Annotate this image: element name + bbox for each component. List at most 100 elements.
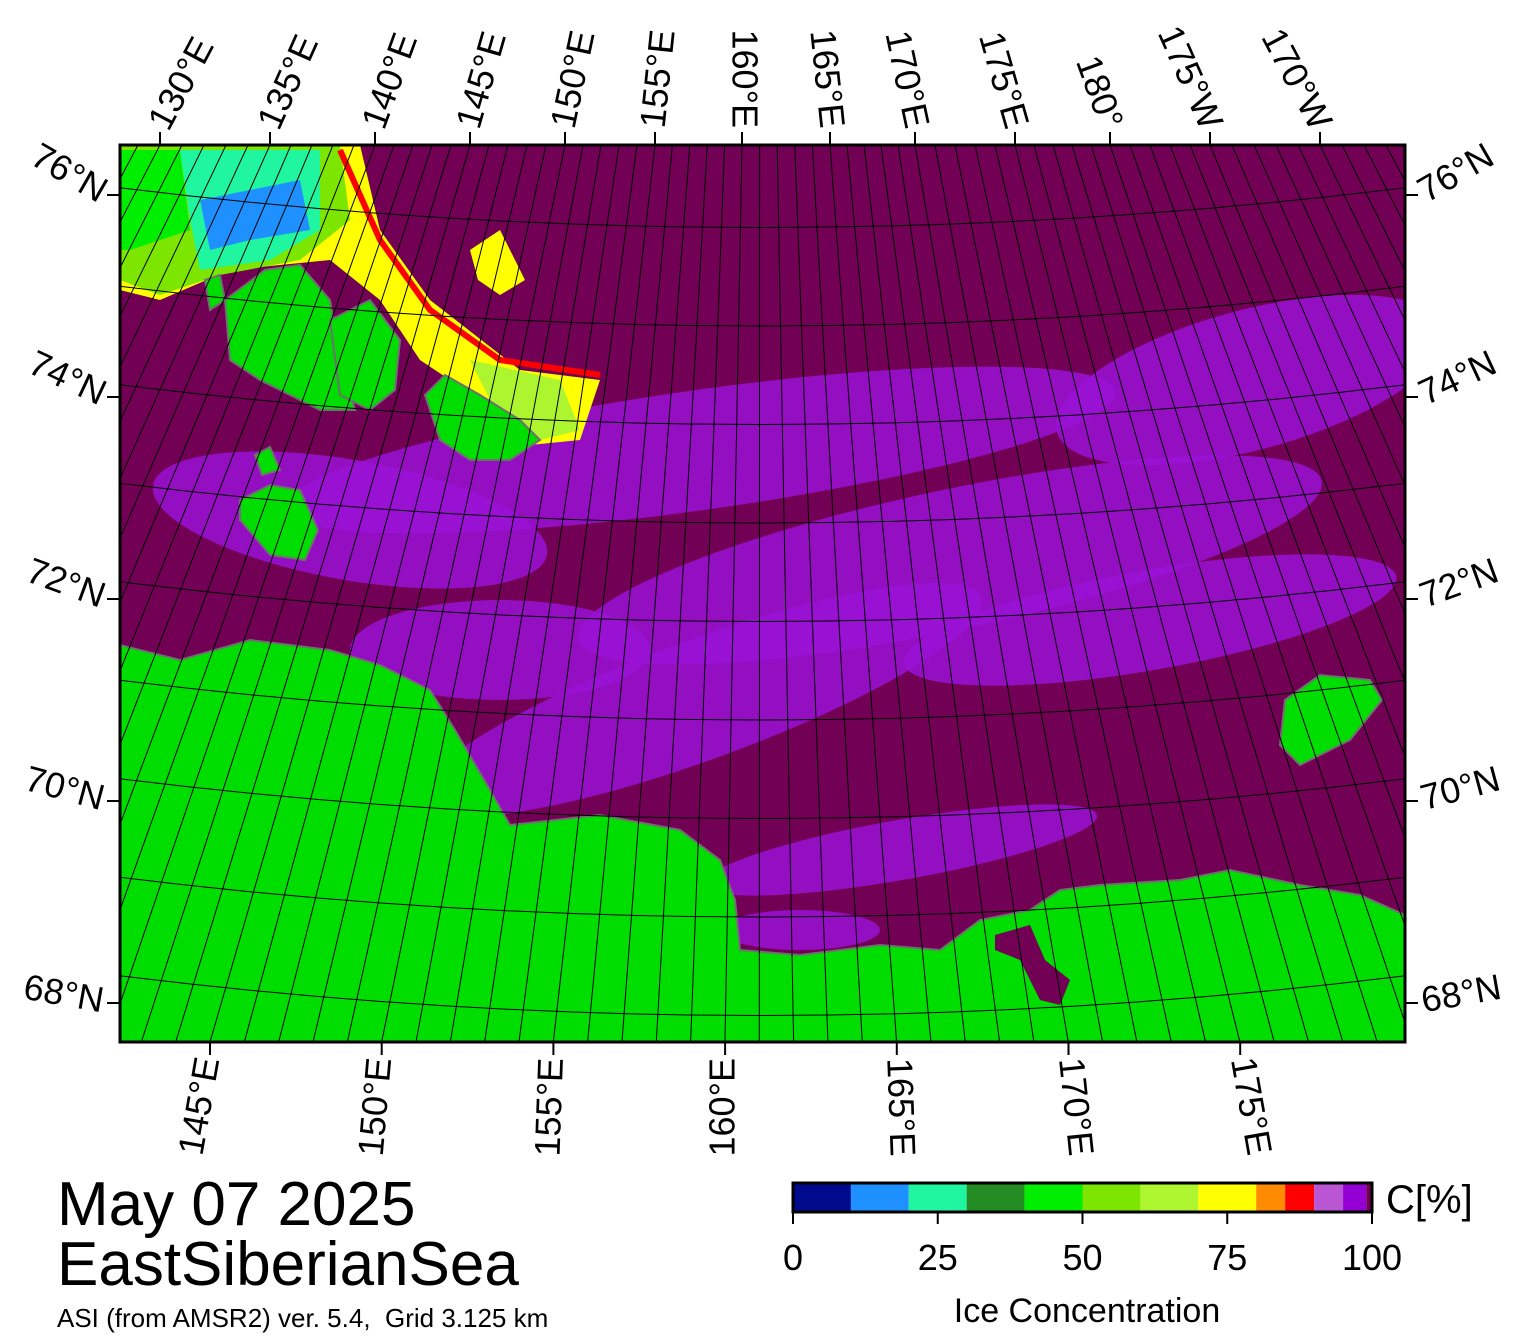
colorbar-label: Ice Concentration xyxy=(954,1292,1221,1330)
lon-label: 180° xyxy=(1068,50,1132,134)
parallel xyxy=(120,876,1405,918)
parallel xyxy=(120,384,1405,425)
lon-label: 170°E xyxy=(877,27,938,132)
lon-label: 150°E xyxy=(350,1056,399,1158)
parallel xyxy=(120,581,1405,622)
land xyxy=(423,373,542,461)
lon-label: 140°E xyxy=(353,27,425,134)
parallel xyxy=(120,778,1405,819)
meridian xyxy=(120,145,334,673)
meridian xyxy=(381,145,566,1042)
lon-label: 150°E xyxy=(542,27,603,132)
meridian xyxy=(120,145,313,604)
colorbar-tick-label: 25 xyxy=(918,1237,958,1278)
meridian xyxy=(120,145,395,912)
thin-ice xyxy=(1055,294,1405,466)
ice-edge xyxy=(337,148,601,378)
meridian xyxy=(994,145,1207,1042)
meridian xyxy=(1169,145,1405,759)
lat-label: 68°N xyxy=(21,966,107,1020)
lon-label: 160°E xyxy=(702,1058,743,1156)
colorbar-segment xyxy=(908,1183,967,1212)
colorbar-segment xyxy=(1082,1183,1141,1212)
meridian xyxy=(312,145,528,1042)
thin-ice xyxy=(903,554,1397,686)
meridian xyxy=(954,145,1138,1042)
land xyxy=(203,273,227,312)
meridian xyxy=(175,145,452,1042)
meridian xyxy=(880,145,1001,1042)
colorbar-segment xyxy=(1140,1183,1199,1212)
thin-ice xyxy=(350,600,650,700)
lon-label: 170°W xyxy=(1254,21,1341,136)
colorbar-segment xyxy=(850,1183,909,1212)
lon-label: 160°E xyxy=(724,30,765,128)
lat-label: 70°N xyxy=(1416,757,1504,817)
thin-ice xyxy=(152,451,548,589)
meridian xyxy=(655,145,708,1042)
meridian xyxy=(1052,145,1310,1042)
lat-label: 68°N xyxy=(1418,966,1504,1020)
meridian xyxy=(140,145,433,1042)
meridian xyxy=(278,145,509,1042)
lon-label: 175°E xyxy=(1223,1054,1280,1158)
lon-label: 155°E xyxy=(632,28,683,130)
colorbar-segment xyxy=(1198,1183,1257,1212)
thin-ice xyxy=(284,366,1116,534)
parallel xyxy=(120,285,1405,327)
ice-patch xyxy=(470,230,525,295)
land xyxy=(253,445,282,477)
lat-label: 72°N xyxy=(1414,549,1504,615)
meridian xyxy=(243,145,490,1042)
lon-label: 130°E xyxy=(139,30,221,136)
thin-ice xyxy=(702,804,1098,896)
colorbar-tick-label: 100 xyxy=(1342,1237,1402,1278)
lon-label: 135°E xyxy=(249,28,327,135)
lon-label: 175°W xyxy=(1150,19,1232,135)
meridian xyxy=(1014,145,1241,1042)
meridian xyxy=(120,145,414,1006)
meridian xyxy=(863,145,966,1042)
meridian xyxy=(415,145,584,1042)
thin-ice xyxy=(720,910,880,950)
meridian xyxy=(484,145,620,1042)
meridian xyxy=(776,145,795,1042)
parallel xyxy=(120,679,1405,721)
meridian xyxy=(120,145,355,747)
lat-label: 72°N xyxy=(21,549,111,615)
ice-field xyxy=(200,180,310,250)
meridian xyxy=(120,145,376,826)
meridian xyxy=(621,145,691,1042)
parallel xyxy=(120,482,1405,524)
meridian xyxy=(974,145,1172,1042)
lon-label: 165°E xyxy=(802,28,853,130)
thin-ice xyxy=(417,582,983,818)
meridian xyxy=(897,145,1035,1042)
meridian xyxy=(724,145,743,1042)
meridian xyxy=(1209,145,1405,615)
meridian xyxy=(811,145,863,1042)
bay xyxy=(995,925,1070,1005)
meridian xyxy=(552,145,656,1042)
meridian xyxy=(846,145,932,1042)
meridian xyxy=(518,145,638,1042)
colorbar-tick-label: 0 xyxy=(783,1237,803,1278)
meridian xyxy=(690,145,726,1042)
date: May 07 2025 xyxy=(57,1170,415,1239)
colorbar-segment xyxy=(1366,1183,1372,1212)
meridian xyxy=(1189,145,1405,684)
meridian xyxy=(0,0,137,1336)
meridian xyxy=(209,145,471,1042)
colorbar-unit: C[%] xyxy=(1386,1178,1473,1222)
meridian xyxy=(1109,145,1405,1025)
colorbar-segment xyxy=(1024,1183,1083,1212)
meridian xyxy=(914,145,1069,1042)
meridian xyxy=(449,145,602,1042)
region: EastSiberianSea xyxy=(57,1230,519,1299)
lon-label: 175°E xyxy=(971,27,1038,133)
lon-label: 170°E xyxy=(1051,1056,1102,1158)
colorbar-segment xyxy=(793,1183,851,1212)
meridian xyxy=(758,145,761,1042)
meridian xyxy=(1090,145,1378,1042)
